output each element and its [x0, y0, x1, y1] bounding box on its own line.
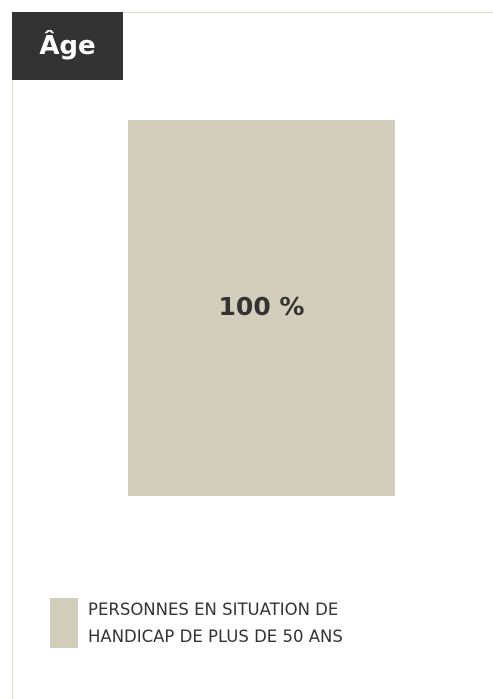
legend: PERSONNES EN SITUATION DE HANDICAP DE PL…: [50, 596, 373, 650]
chart: 100 %: [128, 120, 395, 496]
chart-title: Âge: [12, 12, 123, 80]
legend-swatch: [50, 598, 78, 648]
data-label: 100 %: [219, 292, 305, 321]
legend-label: PERSONNES EN SITUATION DE HANDICAP DE PL…: [88, 600, 343, 646]
panel-frame: [12, 12, 493, 699]
bar: [128, 120, 395, 496]
